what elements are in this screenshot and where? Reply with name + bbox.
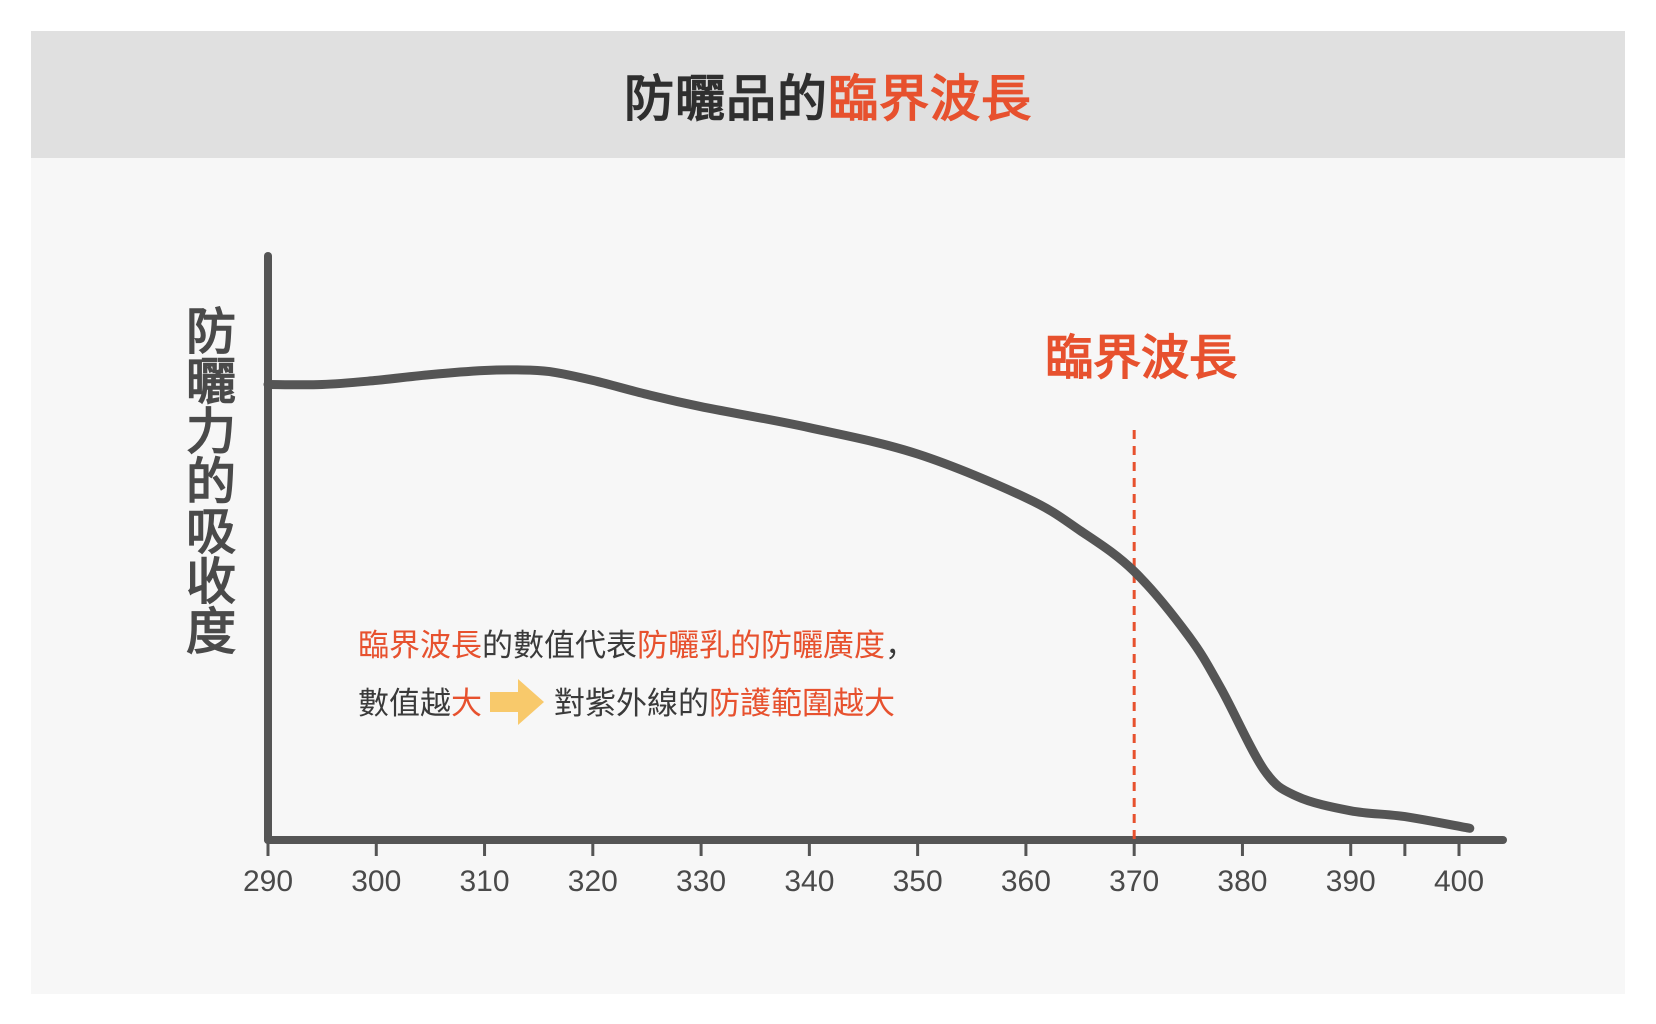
note2-part-d: 防護範圍越大 (709, 686, 895, 722)
note2-part-b: 大 (451, 686, 482, 722)
note2-part-a: 數值越 (358, 686, 451, 722)
x-tick-label-310: 310 (460, 865, 510, 898)
critical-wavelength-label: 臨界波長 (1045, 330, 1238, 386)
title-highlight: 臨界波長 (828, 69, 1032, 128)
x-tick-label-380: 380 (1217, 865, 1267, 898)
chart-panel: 防曬品的臨界波長 (31, 31, 1625, 994)
title-main: 防曬品的 (624, 69, 828, 128)
chart-title: 防曬品的臨界波長 (624, 59, 1032, 131)
x-tick-label-300: 300 (351, 865, 401, 898)
annotation-line-1: 臨界波長的數值代表防曬乳的防曬廣度， (358, 620, 916, 665)
x-tick-label-330: 330 (676, 865, 726, 898)
x-tick-label-360: 360 (1001, 865, 1051, 898)
x-tick-label-400: 400 (1434, 865, 1484, 898)
note1-part-c: 防曬乳的防曬廣度 (637, 628, 885, 664)
x-tick-label-340: 340 (784, 865, 834, 898)
y-axis-label: 防曬力的吸收度 (178, 305, 236, 655)
note1-part-d: ， (885, 628, 916, 664)
note2-part-c: 對紫外線的 (554, 686, 709, 722)
x-tick-label-390: 390 (1326, 865, 1376, 898)
x-tick-label-290: 290 (243, 865, 293, 898)
title-bar: 防曬品的臨界波長 (31, 31, 1625, 158)
x-tick-label-350: 350 (893, 865, 943, 898)
annotation-line-2: 數值越大 對紫外線的防護範圍越大 (358, 678, 895, 733)
note1-part-b: 的數值代表 (482, 628, 637, 664)
note1-part-a: 臨界波長 (358, 628, 482, 664)
right-arrow-icon (490, 678, 544, 733)
absorbance-curve (263, 365, 1475, 833)
x-tick-label-320: 320 (568, 865, 618, 898)
x-tick-label-370: 370 (1109, 865, 1159, 898)
